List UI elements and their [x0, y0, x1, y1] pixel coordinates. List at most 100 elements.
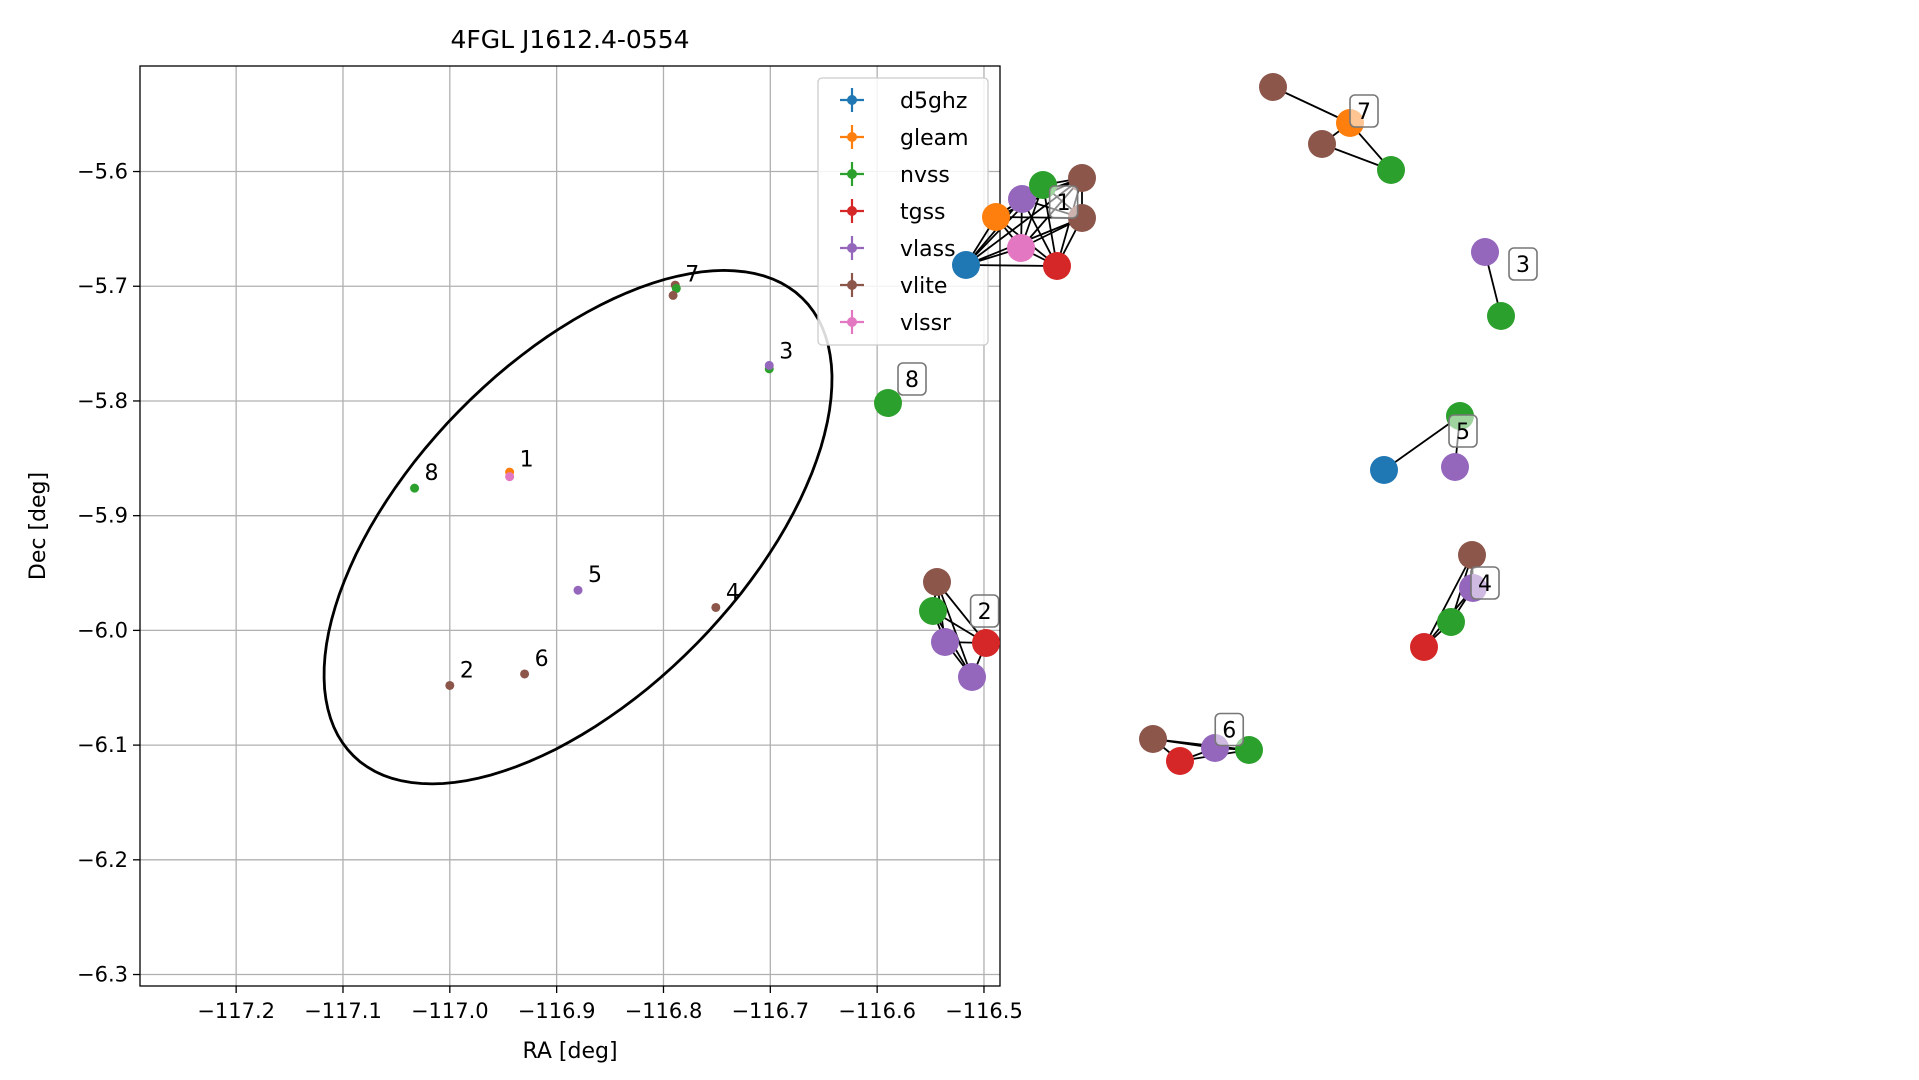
network-edge: [965, 264, 1058, 267]
legend-marker-nvss: [847, 169, 857, 179]
network-node-nvss: [919, 597, 947, 625]
x-tick-label: −116.7: [731, 999, 809, 1023]
network-label-box: [1214, 712, 1245, 747]
network-group-label: 7: [1357, 100, 1371, 125]
network-label-box: [969, 594, 1000, 628]
legend-label-nvss: nvss: [900, 163, 950, 188]
legend-label-tgss: tgss: [900, 200, 946, 225]
network-label-box: [1349, 94, 1379, 128]
network-node-d5ghz: [952, 251, 980, 279]
network-group-label: 8: [905, 368, 919, 393]
legend: d5ghz gleam nvss tgss vlass vlite vlssr: [817, 77, 989, 346]
cluster-label: 6: [535, 647, 549, 672]
network-node-nvss: [1487, 302, 1515, 330]
network-edge: [1383, 415, 1461, 471]
network-node-vlass: [1008, 185, 1036, 213]
legend-label-gleam: gleam: [900, 126, 969, 151]
cluster-label: 4: [726, 580, 740, 605]
network-node-vlite: [1259, 73, 1287, 101]
cluster-label: 1: [520, 447, 534, 472]
data-point-vlass: [573, 585, 583, 595]
x-tick-label: −116.8: [625, 999, 703, 1023]
legend-marker-vlssr: [847, 317, 857, 327]
x-ticks: −117.2 −117.1 −117.0 −116.9 −116.8 −116.7 −116…: [197, 986, 1023, 1023]
cluster-label: 3: [779, 340, 793, 365]
y-ticks: −5.6 −5.7 −5.8 −5.9 −6.0 −6.1 −6.2 −6.3: [77, 160, 140, 987]
network-node-vlass: [958, 663, 986, 691]
network-group-labels: 1 7 3 8 5 4 2 6: [897, 94, 1538, 747]
network-node-tgss: [972, 629, 1000, 657]
cluster-label: 8: [425, 461, 439, 486]
network-label-box: [1508, 247, 1538, 281]
cluster-label: 5: [588, 563, 602, 588]
y-tick-label: −5.9: [77, 504, 128, 528]
y-tick-label: −6.3: [77, 963, 128, 987]
network-label-box: [1470, 566, 1500, 600]
cluster-labels: 7 3 1 8 5 4 2 6: [425, 263, 794, 684]
network-group-label: 6: [1222, 719, 1236, 744]
network-panel: 1 7 3 8 5 4 2 6: [874, 73, 1538, 775]
x-tick-label: −116.6: [838, 999, 916, 1023]
legend-label-vlssr: vlssr: [900, 311, 952, 336]
network-node-vlite: [1139, 725, 1167, 753]
network-group-label: 3: [1516, 253, 1530, 278]
uncertainty-ellipse: [322, 268, 834, 786]
data-points: [410, 280, 774, 690]
network-edge: [936, 581, 973, 678]
network-node-nvss: [1437, 608, 1465, 636]
legend-label-vlass: vlass: [900, 237, 956, 262]
network-label-box: [1448, 414, 1478, 448]
y-axis-label: Dec [deg]: [26, 472, 51, 580]
data-point-vlass: [764, 360, 774, 370]
x-axis-label: RA [deg]: [522, 1039, 617, 1064]
network-node-vlite: [1068, 164, 1096, 192]
network-node-nvss: [1377, 156, 1405, 184]
network-node-d5ghz: [1370, 456, 1398, 484]
network-node-vlssr: [1007, 234, 1035, 262]
network-edge: [1272, 86, 1351, 124]
x-tick-label: −116.5: [945, 999, 1023, 1023]
legend-marker-gleam: [847, 132, 857, 142]
data-point-nvss: [410, 483, 420, 493]
x-tick-label: −117.2: [197, 999, 275, 1023]
network-label-box: [1048, 185, 1079, 219]
y-tick-label: −6.1: [77, 733, 128, 757]
chart-title: 4FGL J1612.4-0554: [450, 25, 689, 54]
legend-marker-vlass: [847, 243, 857, 253]
data-point-vlite: [668, 290, 678, 300]
x-tick-label: −117.1: [304, 999, 382, 1023]
network-node-vlass: [1441, 453, 1469, 481]
y-tick-label: −6.2: [77, 848, 128, 872]
y-tick-label: −6.0: [77, 618, 128, 642]
network-node-tgss: [1166, 747, 1194, 775]
legend-marker-vlite: [847, 280, 857, 290]
network-label-box: [897, 362, 927, 396]
network-group-label: 5: [1456, 420, 1470, 445]
network-node-tgss: [1043, 252, 1071, 280]
network-node-vlass: [1471, 238, 1499, 266]
data-point-vlite: [520, 669, 530, 679]
network-node-vlass: [931, 628, 959, 656]
network-group-label: 4: [1478, 572, 1492, 597]
grid-lines: [140, 66, 1000, 986]
network-node-gleam: [982, 203, 1010, 231]
y-tick-label: −5.7: [77, 274, 128, 298]
network-nodes: [874, 73, 1515, 775]
network-node-vlite: [923, 568, 951, 596]
legend-label-d5ghz: d5ghz: [900, 89, 967, 114]
plot-frame: [139, 65, 1001, 987]
y-tick-label: −5.8: [77, 389, 128, 413]
legend-label-vlite: vlite: [900, 274, 947, 299]
uncertainty-ellipse-layer: [322, 268, 834, 786]
network-group-label: 1: [1057, 191, 1071, 216]
cluster-label: 2: [460, 658, 474, 683]
data-point-nvss: [671, 284, 681, 294]
data-point-vlssr: [505, 472, 515, 482]
x-tick-label: −116.9: [518, 999, 596, 1023]
network-node-tgss: [1410, 633, 1438, 661]
network-node-vlite: [1308, 130, 1336, 158]
x-tick-label: −117.0: [411, 999, 489, 1023]
cluster-label: 7: [685, 263, 699, 288]
network-node-vlite: [1458, 541, 1486, 569]
